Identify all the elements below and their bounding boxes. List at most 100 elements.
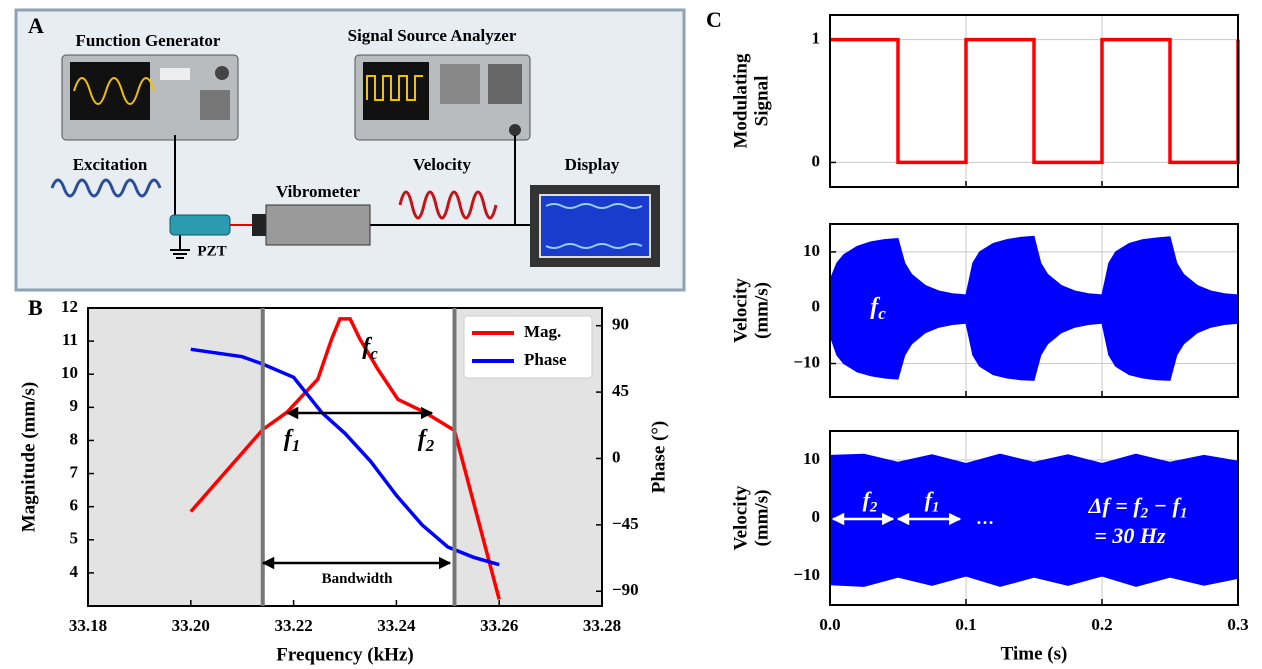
- excitation-wave: [50, 178, 162, 198]
- diagram-label: Function Generator: [76, 31, 221, 50]
- velocity-wave: [398, 190, 498, 220]
- y-tick-label: 4: [70, 562, 79, 581]
- annotation: fc: [362, 334, 378, 364]
- x-tick-label: 33.26: [480, 616, 518, 635]
- annotation-part: …: [976, 508, 994, 528]
- generator-screen: [70, 62, 150, 120]
- annotation-part: 2: [1140, 506, 1149, 522]
- x-tick-label: 33.22: [274, 616, 312, 635]
- panel-label: B: [28, 295, 43, 320]
- annotation-part: c: [878, 304, 886, 323]
- annotation-part: f: [863, 487, 873, 512]
- x-axis-label: Frequency (kHz): [276, 644, 413, 665]
- plot-frame: [829, 430, 1239, 606]
- x-axis-label: Time (s): [1001, 643, 1068, 664]
- pzt: [169, 214, 231, 236]
- analyzer-pad: [488, 64, 522, 104]
- y-tick-label: 11: [62, 330, 78, 349]
- diagram-label: Display: [565, 155, 620, 174]
- y-axis-label: (mm/s): [751, 490, 772, 547]
- annotation-part: Δf = f: [1088, 493, 1144, 518]
- annotation-part: f: [284, 426, 294, 452]
- y2-tick-label: −45: [612, 514, 639, 533]
- y-axis-label: Velocity: [730, 278, 751, 343]
- analyzer-keys: [440, 64, 480, 104]
- diagram-label: PZT: [197, 243, 226, 259]
- analyzer-screen: [363, 62, 429, 120]
- x-tick-label: 0.1: [955, 615, 976, 634]
- x-tick-label: 33.18: [69, 616, 107, 635]
- y-tick-label: −10: [793, 352, 820, 371]
- panel-label: A: [28, 13, 44, 38]
- x-tick-label: 0.2: [1091, 615, 1112, 634]
- y-tick-label: 1: [812, 28, 821, 47]
- annotation-part: 1: [292, 436, 301, 455]
- annotation-part: 2: [425, 436, 435, 455]
- annotation-part: 1: [932, 500, 940, 516]
- y-tick-label: 6: [70, 496, 79, 515]
- y-tick-label: −10: [793, 565, 820, 584]
- area: [829, 235, 1239, 309]
- annotation: f1: [925, 487, 940, 516]
- generator-pad: [200, 90, 230, 120]
- annotation: fc: [870, 294, 886, 324]
- chart: −10 0 10 fc Velocity (mm/s): [730, 223, 1239, 398]
- area: [829, 517, 1239, 587]
- annotation-part: Bandwidth: [322, 571, 394, 587]
- y2-tick-label: 90: [612, 315, 629, 334]
- annotation-part: − f: [1148, 493, 1182, 518]
- annotation-part: c: [370, 344, 378, 363]
- diagram-label: Velocity: [413, 155, 471, 174]
- y-tick-label: 5: [70, 529, 79, 548]
- x-tick-label: 33.20: [172, 616, 210, 635]
- annotation-part: 2: [869, 500, 878, 516]
- y-axis-label: Magnitude (mm/s): [18, 382, 39, 532]
- y-tick-label: 7: [70, 462, 79, 481]
- y-tick-label: 9: [70, 396, 79, 415]
- y-axis-label: Signal: [751, 76, 772, 127]
- chart: 33.18 33.20 33.22 33.24 33.26 33.284567891011…: [18, 297, 669, 665]
- annotation-part: f: [362, 334, 372, 360]
- generator-keys: [160, 68, 190, 80]
- display-wave: [545, 203, 643, 249]
- y-axis-label: Modulating: [730, 53, 751, 149]
- annotation: f2: [863, 487, 878, 516]
- vibrometer: [265, 204, 371, 246]
- annotation-part: f: [418, 426, 428, 452]
- legend-label: Phase: [524, 350, 567, 369]
- line: [830, 37, 1240, 165]
- x-tick-label: 0.0: [819, 615, 840, 634]
- y-tick-label: 8: [70, 429, 79, 448]
- analyzer-wave: [366, 75, 423, 101]
- generator-knob: [215, 66, 229, 80]
- annotation-part: = 30 Hz: [1094, 523, 1166, 548]
- y-axis-label: (mm/s): [751, 282, 772, 339]
- analyzer-port: [509, 124, 521, 136]
- y-axis-label: Velocity: [730, 485, 751, 550]
- annotation: Bandwidth: [322, 571, 394, 587]
- annotation: f2: [418, 426, 435, 456]
- y-tick-label: 0: [812, 151, 821, 170]
- annotation-part: 1: [1180, 506, 1188, 522]
- annotation: Δf = f2 − f1: [1088, 493, 1188, 522]
- y-tick-label: 0: [812, 297, 821, 316]
- y2-tick-label: 0: [612, 447, 621, 466]
- diagram-label: Vibrometer: [276, 182, 360, 201]
- y-tick-label: 0: [812, 507, 821, 526]
- diagram-label: Excitation: [73, 155, 148, 174]
- y2-axis-label: Phase (°): [648, 421, 669, 494]
- panel-a: Function Generator Signal Source Analyze…: [14, 8, 686, 292]
- x-tick-label: 33.24: [377, 616, 416, 635]
- x-tick-label: 0.3: [1227, 615, 1248, 634]
- y-tick-label: 10: [61, 363, 78, 382]
- ground: [170, 235, 190, 259]
- annotation-part: f: [925, 487, 935, 512]
- line: [190, 347, 500, 567]
- panel-label: C: [706, 7, 722, 32]
- annotation-part: f: [870, 294, 880, 320]
- y-tick-label: 10: [803, 449, 820, 468]
- vibrometer-lens: [252, 214, 266, 236]
- plot-frame: [87, 307, 603, 607]
